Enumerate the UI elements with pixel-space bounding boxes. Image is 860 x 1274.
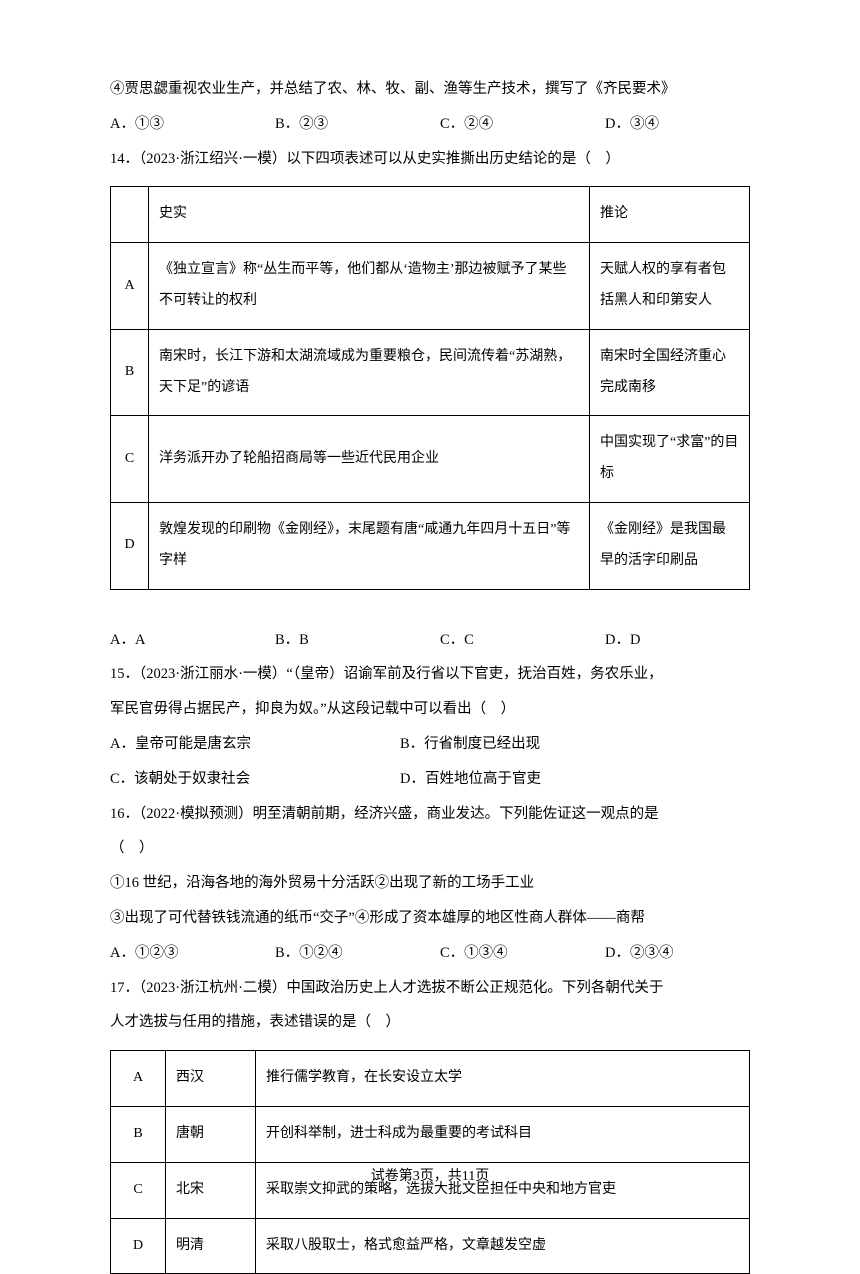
row-label: B <box>111 329 149 416</box>
table-row: B 唐朝 开创科举制，进士科成为最重要的考试科目 <box>111 1106 750 1162</box>
q14-choice-a: A．A <box>110 623 275 658</box>
q13-choice-b: B．②③ <box>275 107 440 142</box>
header-blank <box>111 187 149 243</box>
row-label: C <box>111 416 149 503</box>
table-row: C 洋务派开办了轮船招商局等一些近代民用企业 中国实现了“求富”的目标 <box>111 416 750 503</box>
q13-choice-c: C．②④ <box>440 107 605 142</box>
question-15-choices-row2: C．该朝处于奴隶社会 D．百姓地位高于官吏 <box>110 762 750 797</box>
row-desc: 采取八股取士，格式愈益严格，文章越发空虚 <box>256 1218 750 1274</box>
row-label: A <box>111 1051 166 1107</box>
question-13-option-4: ④贾思勰重视农业生产，并总结了农、林、牧、副、渔等生产技术，撰写了《齐民要术》 <box>110 72 750 107</box>
question-15-choices-row1: A．皇帝可能是唐玄宗 B．行省制度已经出现 <box>110 727 750 762</box>
table-header-row: 史实 推论 <box>111 187 750 243</box>
row-dynasty: 明清 <box>166 1218 256 1274</box>
q14-choice-d: D．D <box>605 623 640 658</box>
table-row: B 南宋时，长江下游和太湖流域成为重要粮仓，民间流传着“苏湖熟，天下足”的谚语 … <box>111 329 750 416</box>
question-16-line1: ①16 世纪，沿海各地的海外贸易十分活跃②出现了新的工场手工业 <box>110 866 750 901</box>
row-conclusion: 中国实现了“求富”的目标 <box>590 416 750 503</box>
question-16-choices: A．①②③ B．①②④ C．①③④ D．②③④ <box>110 936 750 971</box>
row-fact: 敦煌发现的印刷物《金刚经》，末尾题有唐“咸通九年四月十五日”等字样 <box>149 502 590 589</box>
table-row: A 西汉 推行儒学教育，在长安设立太学 <box>111 1051 750 1107</box>
question-17-stem-2: 人才选拔与任用的措施，表述错误的是（ ） <box>110 1005 750 1040</box>
row-label: A <box>111 243 149 330</box>
q16-choice-b: B．①②④ <box>275 936 440 971</box>
q16-choice-c: C．①③④ <box>440 936 605 971</box>
q14-choice-c: C．C <box>440 623 605 658</box>
question-15-stem-1: 15．（2023·浙江丽水·一模）“（皇帝）诏谕军前及行省以下官吏，抚治百姓，务… <box>110 657 750 692</box>
question-14-choices: A．A B．B C．C D．D <box>110 623 750 658</box>
question-14-stem: 14．（2023·浙江绍兴·一模）以下四项表述可以从史实推撕出历史结论的是（ ） <box>110 142 750 177</box>
row-fact: 洋务派开办了轮船招商局等一些近代民用企业 <box>149 416 590 503</box>
question-16-line2: ③出现了可代替铁钱流通的纸币“交子”④形成了资本雄厚的地区性商人群体——商帮 <box>110 901 750 936</box>
q16-choice-a: A．①②③ <box>110 936 275 971</box>
table-row: D 敦煌发现的印刷物《金刚经》，末尾题有唐“咸通九年四月十五日”等字样 《金刚经… <box>111 502 750 589</box>
row-dynasty: 西汉 <box>166 1051 256 1107</box>
row-desc: 开创科举制，进士科成为最重要的考试科目 <box>256 1106 750 1162</box>
row-conclusion: 天赋人权的享有者包括黑人和印第安人 <box>590 243 750 330</box>
row-label: B <box>111 1106 166 1162</box>
q13-choice-a: A．①③ <box>110 107 275 142</box>
q16-choice-d: D．②③④ <box>605 936 673 971</box>
question-15-stem-2: 军民官毋得占据民产，抑良为奴。”从这段记载中可以看出（ ） <box>110 692 750 727</box>
q13-choice-d: D．③④ <box>605 107 659 142</box>
row-fact: 南宋时，长江下游和太湖流域成为重要粮仓，民间流传着“苏湖熟，天下足”的谚语 <box>149 329 590 416</box>
question-16-stem-1: 16．（2022·模拟预测）明至清朝前期，经济兴盛，商业发达。下列能佐证这一观点… <box>110 797 750 832</box>
row-conclusion: 南宋时全国经济重心完成南移 <box>590 329 750 416</box>
row-desc: 推行儒学教育，在长安设立太学 <box>256 1051 750 1107</box>
question-14-table: 史实 推论 A 《独立宣言》称“丛生而平等，他们都从‘造物主’那边被赋予了某些不… <box>110 186 750 589</box>
row-label: D <box>111 502 149 589</box>
q14-choice-b: B．B <box>275 623 440 658</box>
q15-choice-d: D．百姓地位高于官吏 <box>400 762 541 797</box>
question-13-choices: A．①③ B．②③ C．②④ D．③④ <box>110 107 750 142</box>
q15-choice-b: B．行省制度已经出现 <box>400 727 540 762</box>
table-row: D 明清 采取八股取士，格式愈益严格，文章越发空虚 <box>111 1218 750 1274</box>
row-conclusion: 《金刚经》是我国最早的活字印刷品 <box>590 502 750 589</box>
q15-choice-a: A．皇帝可能是唐玄宗 <box>110 727 400 762</box>
table-row: A 《独立宣言》称“丛生而平等，他们都从‘造物主’那边被赋予了某些不可转让的权利… <box>111 243 750 330</box>
row-fact: 《独立宣言》称“丛生而平等，他们都从‘造物主’那边被赋予了某些不可转让的权利 <box>149 243 590 330</box>
question-16-stem-2: （ ） <box>110 831 750 866</box>
header-fact: 史实 <box>149 187 590 243</box>
header-conclusion: 推论 <box>590 187 750 243</box>
row-dynasty: 唐朝 <box>166 1106 256 1162</box>
page-footer: 试卷第3页，共11页 <box>0 1160 860 1194</box>
q15-choice-c: C．该朝处于奴隶社会 <box>110 762 400 797</box>
row-label: D <box>111 1218 166 1274</box>
question-17-stem-1: 17．（2023·浙江杭州·二模）中国政治历史上人才选拔不断公正规范化。下列各朝… <box>110 971 750 1006</box>
